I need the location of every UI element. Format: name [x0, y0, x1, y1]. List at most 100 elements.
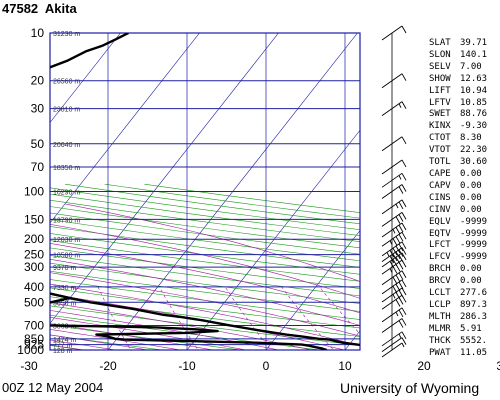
index-key: SELV: [429, 61, 451, 72]
wind-barb-half-flag: [389, 240, 393, 245]
wind-barb-flag: [395, 283, 401, 292]
wind-barb: [381, 231, 407, 247]
index-key: THCK: [429, 335, 451, 346]
pressure-tick-label: 400: [24, 280, 44, 294]
index-value: 0.00: [460, 276, 482, 287]
wind-barb-flag: [398, 320, 404, 328]
index-row: LCLT 277.6: [429, 288, 499, 300]
wind-barb-flag: [401, 331, 407, 340]
wind-barb: [381, 241, 407, 258]
index-key: BRCH: [429, 264, 451, 275]
index-key: CAPV: [429, 180, 451, 191]
index-value: 277.6: [460, 288, 488, 299]
stability-indices-table: SLAT 39.71 SLON 140.1 SELV 7.00 SHOW 12.63 LIFT 1…: [429, 38, 499, 359]
wind-barb-flag: [401, 212, 407, 220]
wind-barb: [381, 331, 407, 347]
wind-barb-half-flag: [398, 103, 402, 108]
mixing-ratio-line: [97, 286, 132, 350]
index-value: 286.3: [460, 311, 488, 322]
wind-barb-flag: [398, 214, 404, 222]
pressure-tick-label: 700: [24, 318, 44, 332]
height-label: 13790 m: [53, 217, 80, 224]
index-row: PWAT 11.05: [429, 348, 499, 360]
dry-adiabat-line: [50, 296, 360, 337]
moist-adiabat-line: [65, 203, 360, 282]
wind-barb-flag: [395, 251, 401, 259]
temperature-tick-label: -30: [20, 359, 38, 373]
wind-barb-flag: [392, 253, 398, 262]
wind-barb-flag: [395, 226, 401, 235]
moist-adiabat-line: [50, 344, 86, 350]
wind-barb-staff: [381, 159, 403, 175]
index-value: -9999: [460, 252, 488, 263]
index-value: -9999: [460, 228, 488, 239]
index-row: EQTV -9999: [429, 229, 499, 241]
mixing-ratio-line: [371, 287, 437, 354]
wind-barb-flag: [401, 199, 407, 208]
index-row: BRCH 0.00: [429, 264, 499, 276]
index-key: EQLV: [429, 216, 451, 227]
wind-barb-flag: [395, 299, 401, 307]
wind-barb-flag: [389, 261, 395, 269]
index-value: 5552.: [460, 335, 488, 346]
index-row: CAPE 0.00: [429, 169, 499, 181]
index-key: LIFT: [429, 85, 451, 96]
wind-barb-staff: [381, 73, 403, 89]
wind-barb: [381, 136, 407, 152]
index-row: SLON 140.1: [429, 50, 499, 62]
wind-barb-half-flag: [386, 252, 390, 257]
wind-barb-flag: [392, 238, 398, 246]
index-value: 7.00: [460, 61, 482, 72]
index-row: LFCV -9999: [429, 252, 499, 264]
wind-barb-flag: [401, 307, 407, 316]
index-value: 0.00: [460, 264, 482, 275]
wind-barb: [381, 101, 407, 116]
wind-barb: [381, 287, 407, 303]
station-name: Akita: [44, 1, 77, 16]
pressure-tick-label: 20: [31, 74, 45, 88]
height-label: 18350 m: [53, 165, 80, 172]
index-key: BRCV: [429, 276, 451, 287]
wind-barb-flag: [401, 101, 407, 109]
index-row: SWET 88.76: [429, 109, 499, 121]
moist-adiabat-line: [50, 339, 118, 350]
pressure-tick-label: 10: [31, 26, 45, 40]
dewpoint-trace: [50, 292, 328, 350]
index-value: 8.30: [460, 133, 482, 144]
pressure-tick-label: 200: [24, 232, 44, 246]
index-key: LFTV: [429, 97, 451, 108]
wind-barb-flag: [401, 279, 407, 288]
wind-barb-half-flag: [398, 333, 402, 339]
index-value: 0.00: [460, 192, 482, 203]
index-key: MLTH: [429, 311, 451, 322]
temperature-tick-label: 30: [496, 359, 500, 373]
wind-barb-flag: [401, 159, 407, 168]
mixing-ratio-line: [224, 286, 272, 350]
index-row: LIFT 10.94: [429, 86, 499, 98]
wind-barb-half-flag: [392, 294, 396, 299]
wind-barb-flag: [398, 309, 404, 318]
wind-barb: [381, 25, 407, 41]
index-value: 88.76: [460, 109, 488, 120]
index-key: TOTL: [429, 157, 451, 168]
wind-barb-flag: [401, 73, 407, 81]
temperature-tick-label: 0: [263, 359, 270, 373]
wind-barb-flag: [401, 231, 407, 240]
index-value: 12.63: [460, 73, 488, 84]
index-value: -9999: [460, 240, 488, 251]
moist-adiabat-line: [50, 323, 215, 350]
index-value: 30.60: [460, 157, 488, 168]
index-value: 39.71: [460, 38, 488, 48]
dry-adiabat-line: [50, 305, 360, 346]
wind-barb: [381, 337, 407, 353]
height-label: 26560 m: [53, 79, 80, 86]
temperature-tick-label: -10: [178, 359, 196, 373]
height-label: 31230 m: [53, 31, 80, 38]
wind-barb-half-flag: [401, 342, 405, 348]
index-key: MLMR: [429, 323, 451, 334]
index-row: BRCV 0.00: [429, 276, 499, 288]
wind-barb-flag: [395, 245, 401, 254]
index-key: LFCV: [429, 252, 451, 263]
moist-adiabat-line: [50, 258, 360, 326]
